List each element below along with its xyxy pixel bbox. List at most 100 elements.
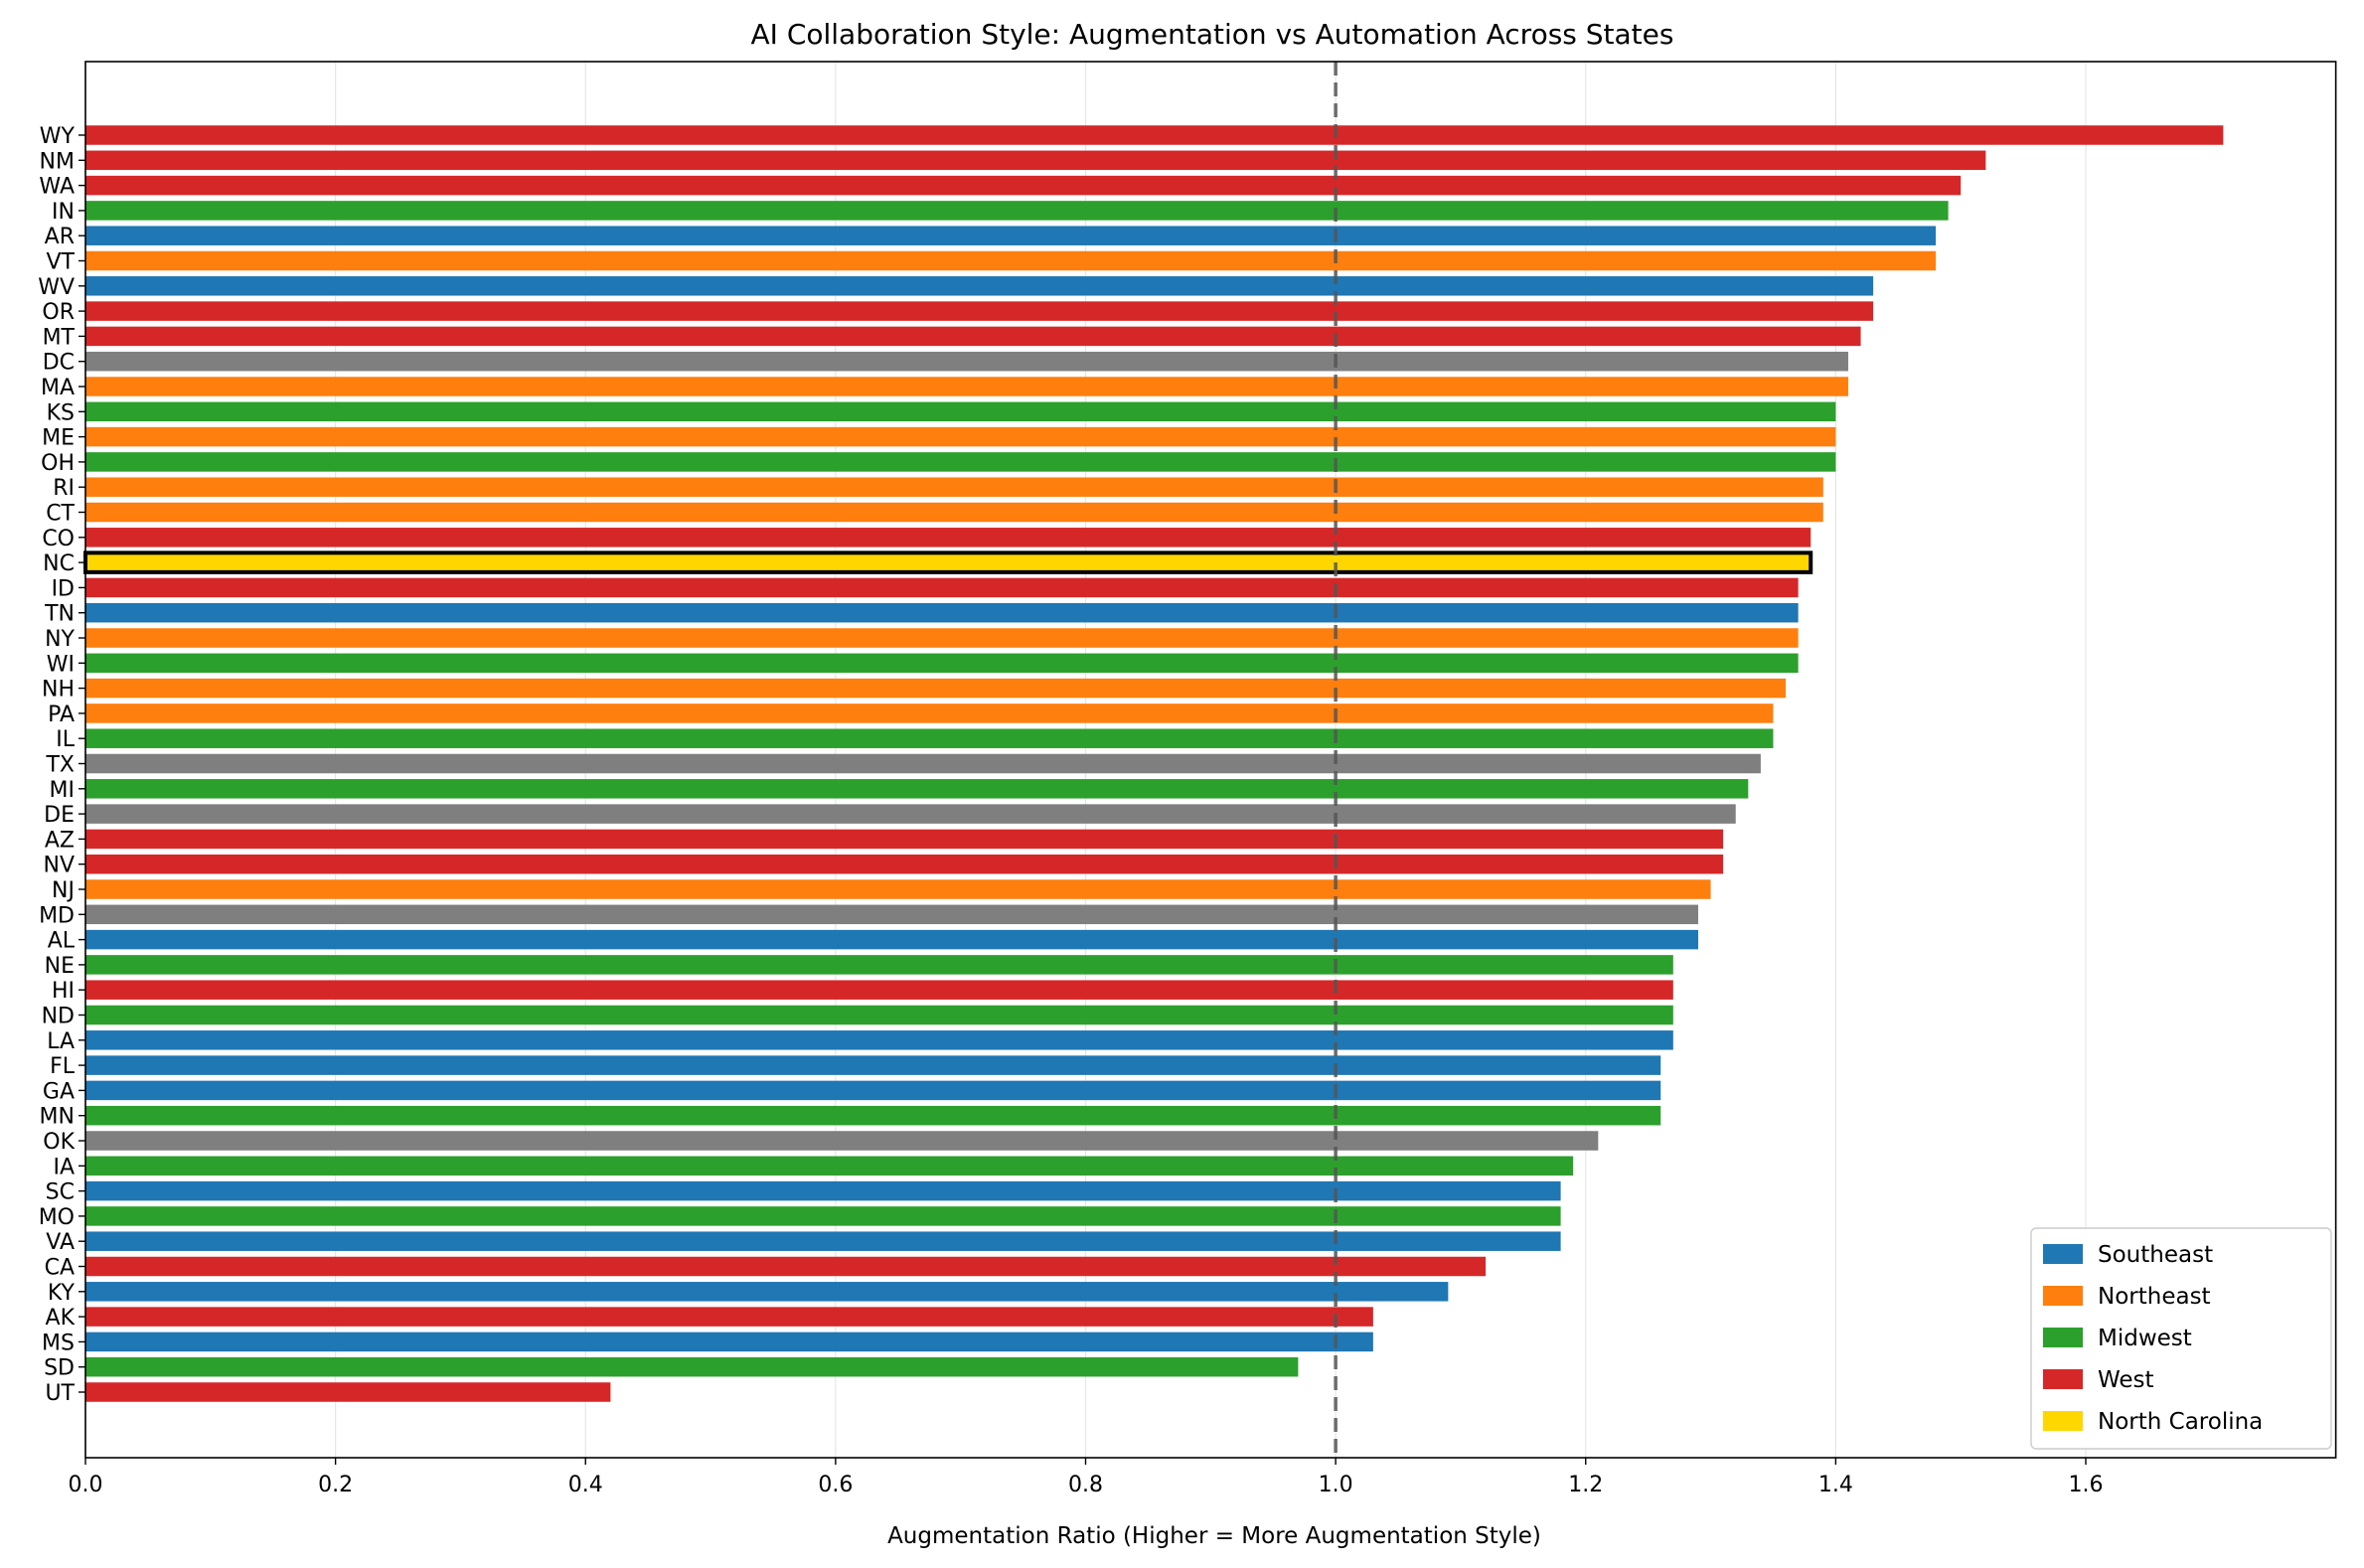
legend-label: Northeast xyxy=(2098,1284,2211,1310)
y-tick-label: IN xyxy=(52,200,75,225)
x-tick-label: 0.6 xyxy=(818,1473,853,1497)
legend-box xyxy=(2030,1227,2332,1450)
y-tick-label: OR xyxy=(42,300,75,325)
y-tick-label: MD xyxy=(39,903,75,928)
y-tick-label: NC xyxy=(43,551,75,576)
bar-ct xyxy=(85,502,1823,523)
bar-ks xyxy=(85,401,1836,422)
y-tick-label: GA xyxy=(43,1079,75,1104)
y-tick-label: FL xyxy=(50,1054,76,1079)
legend-label: Southeast xyxy=(2098,1242,2213,1268)
y-tick-label: LA xyxy=(47,1029,75,1054)
bar-nh xyxy=(85,678,1787,699)
bar-ok xyxy=(85,1131,1599,1151)
bar-mt xyxy=(85,326,1861,347)
y-tick-label: PA xyxy=(48,703,75,727)
bar-tn xyxy=(85,602,1799,623)
bar-ga xyxy=(85,1080,1661,1101)
bar-sd xyxy=(85,1356,1299,1377)
y-tick-label: ID xyxy=(52,576,75,601)
bar-ak xyxy=(85,1307,1373,1327)
legend-label: North Carolina xyxy=(2098,1409,2263,1435)
y-axis-ticks: WYNMWAINARVTWVORMTDCMAKSMEOHRICTCONCIDTN… xyxy=(38,124,85,1406)
x-tick-label: 0.4 xyxy=(568,1473,603,1497)
bar-in xyxy=(85,201,1949,221)
y-tick-label: AR xyxy=(45,225,75,249)
y-tick-label: OK xyxy=(43,1130,75,1155)
y-tick-label: RI xyxy=(53,476,75,501)
y-tick-label: VT xyxy=(47,250,76,275)
y-tick-label: KY xyxy=(48,1281,76,1306)
bar-ca xyxy=(85,1256,1487,1277)
bar-ri xyxy=(85,477,1823,497)
x-tick-label: 0.8 xyxy=(1068,1473,1103,1497)
y-tick-label: MO xyxy=(39,1205,75,1230)
bars xyxy=(83,125,2224,1402)
bar-nd xyxy=(85,1005,1673,1025)
y-tick-label: WY xyxy=(40,124,76,149)
y-tick-label: IA xyxy=(53,1155,75,1179)
y-tick-label: MA xyxy=(41,376,75,400)
bar-ma xyxy=(85,377,1848,396)
y-tick-label: WV xyxy=(38,275,75,300)
legend-swatch xyxy=(2043,1286,2083,1306)
x-tick-label: 1.6 xyxy=(2069,1473,2104,1497)
y-tick-label: WA xyxy=(39,175,75,200)
bar-de xyxy=(85,804,1736,824)
bar-ny xyxy=(85,628,1799,648)
y-tick-label: NY xyxy=(45,627,75,652)
y-tick-label: SD xyxy=(44,1356,75,1381)
y-tick-label: MS xyxy=(42,1331,75,1355)
y-tick-label: CO xyxy=(42,527,75,551)
bar-wi xyxy=(85,653,1799,674)
y-tick-label: DC xyxy=(43,351,75,376)
y-tick-label: TX xyxy=(45,753,75,778)
legend-swatch xyxy=(2043,1328,2083,1347)
y-tick-label: NE xyxy=(45,954,75,979)
y-tick-label: WI xyxy=(47,652,75,677)
bar-mn xyxy=(85,1105,1661,1126)
x-tick-label: 1.2 xyxy=(1568,1473,1603,1497)
y-tick-label: CA xyxy=(45,1256,75,1281)
bar-sc xyxy=(85,1180,1561,1201)
y-tick-label: NV xyxy=(43,854,75,878)
x-tick-label: 0.2 xyxy=(318,1473,353,1497)
legend-label: West xyxy=(2098,1367,2154,1393)
y-tick-label: HI xyxy=(52,979,75,1004)
y-tick-label: MN xyxy=(40,1105,75,1130)
y-tick-label: OH xyxy=(41,451,75,476)
bar-tx xyxy=(85,753,1761,774)
bar-ar xyxy=(85,226,1937,245)
y-tick-label: NH xyxy=(42,678,75,703)
bar-pa xyxy=(85,704,1774,723)
bar-fl xyxy=(85,1055,1661,1075)
x-tick-label: 0.0 xyxy=(69,1473,103,1497)
bar-hi xyxy=(85,980,1673,1000)
y-tick-label: AZ xyxy=(45,828,75,853)
bar-ia xyxy=(85,1156,1574,1176)
bar-dc xyxy=(85,351,1848,372)
bar-mo xyxy=(85,1206,1561,1226)
bar-md xyxy=(85,904,1698,925)
y-tick-label: SC xyxy=(46,1180,75,1205)
y-tick-label: MT xyxy=(43,325,76,350)
bar-nm xyxy=(85,150,1986,171)
y-tick-label: AL xyxy=(48,929,76,954)
bar-il xyxy=(85,728,1774,748)
bar-ms xyxy=(85,1332,1373,1352)
bar-co xyxy=(85,528,1812,548)
legend-swatch xyxy=(2043,1411,2083,1431)
bar-nj xyxy=(85,879,1711,899)
x-axis-label: Augmentation Ratio (Higher = More Augmen… xyxy=(887,1523,1541,1549)
bar-la xyxy=(85,1030,1673,1050)
bar-ky xyxy=(85,1282,1449,1302)
bar-va xyxy=(85,1231,1561,1251)
legend-swatch xyxy=(2043,1369,2083,1389)
bar-wy xyxy=(85,125,2224,145)
bar-nv xyxy=(85,854,1724,874)
y-tick-label: NM xyxy=(40,149,75,174)
bar-nc xyxy=(83,550,1813,574)
legend: Southeast Northeast Midwest West North Carol… xyxy=(2030,1227,2332,1450)
bar-vt xyxy=(85,250,1937,271)
y-tick-label: MI xyxy=(50,778,75,803)
